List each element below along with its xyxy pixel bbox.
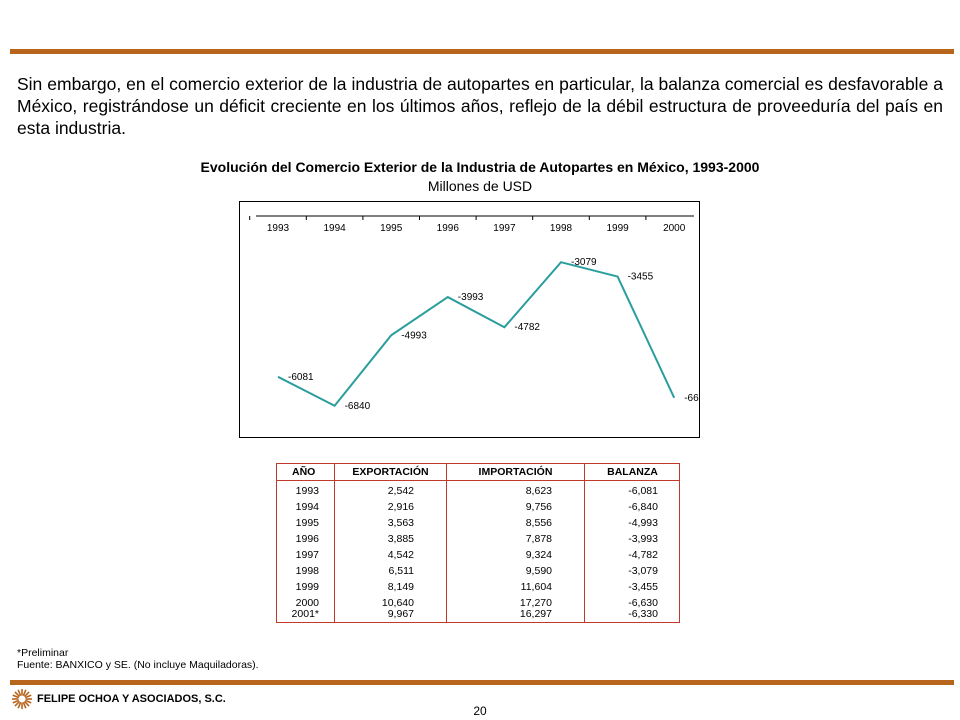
table-cell: 1995 [295, 517, 319, 529]
table-cell: -4,782 [628, 549, 658, 561]
data-label: -3079 [571, 257, 597, 268]
logo-ray [24, 694, 32, 699]
x-tick-label: 1993 [267, 223, 290, 234]
table-cell: 3,563 [387, 517, 414, 529]
table-cell: -3,079 [628, 565, 658, 577]
table-cell: 9,324 [525, 549, 552, 561]
table-cell: -3,455 [628, 581, 658, 593]
x-tick-label: 1999 [606, 223, 629, 234]
table-cell: 2,916 [387, 501, 414, 513]
data-label: -4993 [401, 330, 427, 341]
logo-ray [17, 689, 22, 697]
top-rule [10, 49, 954, 54]
source-note: Fuente: BANXICO y SE. (No incluye Maquil… [17, 659, 259, 671]
x-tick-label: 1996 [437, 223, 460, 234]
x-tick-label: 1994 [323, 223, 346, 234]
logo-ray [24, 699, 32, 704]
x-tick-label: 1998 [550, 223, 573, 234]
table-cell: 1994 [295, 501, 319, 513]
line-chart: 1993 1994 1995 1996 1997 1998 1999 2000 -6081-6… [239, 201, 700, 438]
table-cell: 7,878 [525, 533, 552, 545]
table-cell: -6,840 [628, 501, 658, 513]
table-cell: 1999 [295, 581, 319, 593]
logo-ray [22, 689, 27, 697]
table-cell: 8,623 [525, 485, 552, 497]
x-tick-labels: 1993 1994 1995 1996 1997 1998 1999 2000 [249, 216, 686, 234]
table-cell: 2001* [291, 608, 319, 620]
table-cell: 1997 [295, 549, 319, 561]
table-cell: 1998 [295, 565, 319, 577]
data-label: -3993 [458, 292, 484, 303]
table-cell: 11,604 [520, 581, 552, 593]
table-cell: -6,630 [628, 597, 658, 609]
logo-ray [17, 701, 22, 709]
table-cell: 2000 [295, 597, 319, 609]
header-year: AÑO [292, 466, 316, 478]
chart-title: Evolución del Comercio Exterior de la In… [200, 159, 760, 175]
table-cell: -4,993 [628, 517, 658, 529]
data-label: -6630 [684, 393, 700, 404]
x-tick-label: 1995 [380, 223, 403, 234]
bottom-rule [10, 680, 954, 685]
table-divider [446, 464, 447, 622]
table-cell: -6,081 [628, 485, 658, 497]
table-cell: 8,149 [387, 581, 414, 593]
preliminary-note: *Preliminar [17, 647, 69, 659]
table-cell: 3,885 [387, 533, 414, 545]
chart-subtitle: Millones de USD [427, 178, 533, 194]
data-label: -3455 [628, 272, 654, 283]
series-line [277, 261, 676, 408]
data-label: -4782 [514, 322, 540, 333]
table-cell: -3,993 [628, 533, 658, 545]
logo-ray [14, 700, 21, 707]
company-name: FELIPE OCHOA Y ASOCIADOS, S.C. [37, 693, 226, 705]
logo-ray [23, 700, 30, 707]
table-cell: 17,270 [519, 597, 552, 609]
table-cell: 2,542 [387, 485, 414, 497]
table-cell: 6,511 [388, 565, 415, 577]
data-labels-group: -6081 -6840 -4993 -3993 -4782 -3079 -3455 -6630 [288, 257, 700, 412]
table-cell: 9,590 [525, 565, 552, 577]
logo-rays [12, 689, 32, 709]
table-cell: 1993 [295, 485, 319, 497]
series-line-group [277, 261, 676, 408]
table-cell: -6,330 [628, 608, 658, 620]
data-table: AÑO EXPORTACIÓN IMPORTACIÓN BALANZA 1993… [276, 463, 680, 623]
logo-ray [12, 699, 20, 704]
sunburst-logo-icon [12, 689, 32, 709]
table-cell: 9,756 [525, 501, 552, 513]
body-paragraph: Sin embargo, en el comercio exterior de … [17, 74, 943, 138]
x-tick-label: 1997 [493, 223, 516, 234]
table-cell: 9,967 [387, 608, 414, 620]
table-divider [334, 464, 335, 622]
table-cell: 1996 [295, 533, 319, 545]
x-tick-label: 2000 [663, 223, 686, 234]
table-divider [584, 464, 585, 622]
header-exports: EXPORTACIÓN [352, 466, 429, 478]
logo-ray [14, 691, 21, 698]
data-label: -6840 [345, 401, 371, 412]
data-label: -6081 [288, 372, 314, 383]
page-number: 20 [473, 704, 487, 718]
footnotes: *Preliminar Fuente: BANXICO y SE. (No in… [17, 647, 259, 671]
table-cell: 8,556 [525, 517, 552, 529]
table-cell: 4,542 [387, 549, 414, 561]
logo-ray [22, 701, 27, 709]
table-cell: 10,640 [381, 597, 414, 609]
header-balance: BALANZA [607, 466, 658, 478]
table-cell: 16,297 [519, 608, 552, 620]
logo-ray [12, 694, 20, 699]
logo-ray [23, 691, 30, 698]
header-imports: IMPORTACIÓN [478, 466, 553, 478]
header-divider [277, 480, 679, 481]
chart-frame [239, 201, 700, 438]
